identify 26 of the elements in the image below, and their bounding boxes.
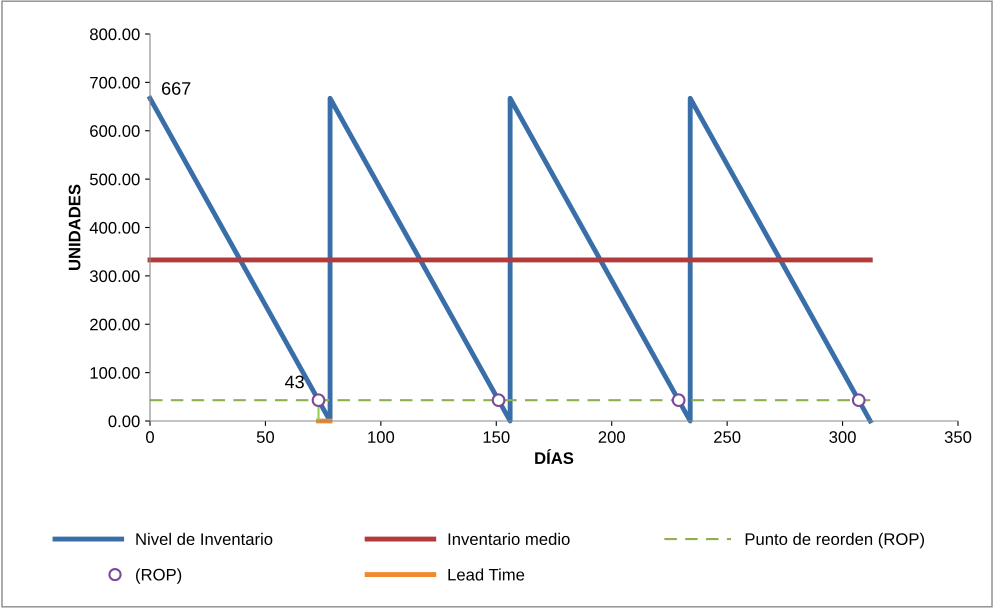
y-tick-label: 200.00 <box>90 318 140 330</box>
legend-label: Punto de reorden (ROP) <box>746 532 924 548</box>
y-tick-label: 600.00 <box>90 125 140 137</box>
y-tick-label: 500.00 <box>90 174 140 186</box>
legend-label: Inventario medio <box>448 532 570 546</box>
y-tick-label: 300.00 <box>90 270 140 282</box>
y-tick-label: 400.00 <box>90 222 140 234</box>
legend-label: Lead Time <box>448 568 524 581</box>
x-tick-label: 150 <box>484 431 510 443</box>
x-tick-label: 0 <box>146 431 154 443</box>
x-tick-label: 100 <box>368 431 394 443</box>
x-tick-label: 50 <box>256 431 274 443</box>
x-tick-label: 200 <box>598 431 625 443</box>
y-axis-title: UNIDADES <box>68 184 80 270</box>
y-tick-label: 700.00 <box>90 76 140 89</box>
y-tick-label: 100.00 <box>90 367 140 379</box>
y-tick-label: 800.00 <box>90 28 140 40</box>
x-axis-title: DÍAS <box>535 449 574 464</box>
annotation: 667 <box>162 82 190 95</box>
x-tick-label: 250 <box>714 431 740 443</box>
x-tick-label: 350 <box>944 431 972 443</box>
y-tick-label: 0.00 <box>108 415 140 428</box>
annotation: 43 <box>284 376 304 388</box>
legend-label: Nivel de Inventario <box>136 532 272 546</box>
x-tick-label: 300 <box>829 431 856 443</box>
legend-label: (ROP) <box>136 568 182 584</box>
